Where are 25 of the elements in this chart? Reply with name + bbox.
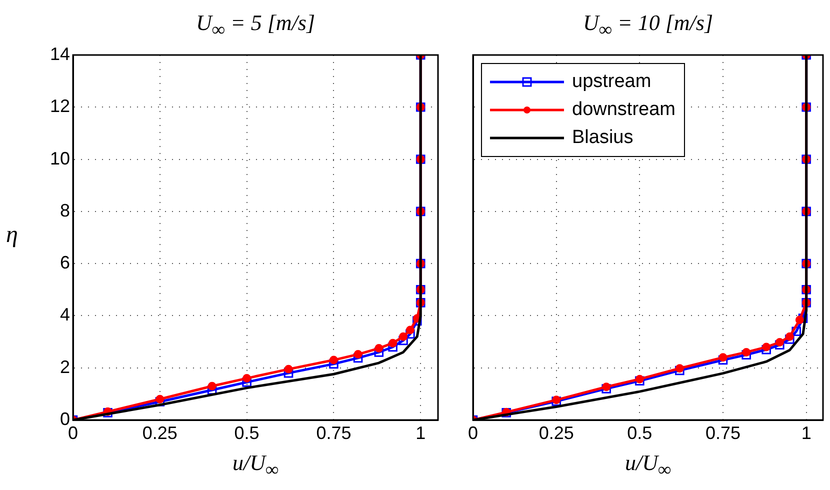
x-tick-label: 1 <box>801 422 812 443</box>
x-tick-label: 1 <box>416 422 426 443</box>
y-tick-label: 6 <box>60 252 70 273</box>
y-tick-label: 12 <box>50 96 70 116</box>
y-tick-label: 4 <box>60 304 70 325</box>
chart-title: U$_{∞}$ = 10 [m/s] <box>583 10 713 40</box>
x-tick-label: 0.25 <box>142 422 178 443</box>
x-axis-title: u/U$_{∞}$ <box>624 450 672 480</box>
x-axis-title: u/U$_{∞}$ <box>232 450 279 480</box>
y-tick-label: 2 <box>60 356 70 377</box>
chart-title: U$_{∞}$ = 5 [m/s] <box>196 10 315 40</box>
y-tick-label: 14 <box>50 44 70 64</box>
x-tick-label: 0.5 <box>234 422 260 443</box>
y-tick-label: 10 <box>50 148 70 168</box>
legend-label: upstream <box>572 71 652 93</box>
x-tick-label: 0.5 <box>627 422 652 443</box>
x-tick-label: 0 <box>468 422 478 443</box>
legend-label: downstream <box>572 99 676 121</box>
x-tick-label: 0.75 <box>705 422 741 443</box>
legend-label: Blasius <box>572 127 634 149</box>
x-tick-label: 0.25 <box>538 422 574 443</box>
y-axis-title: η <box>6 222 18 248</box>
x-tick-label: 0.75 <box>316 422 352 443</box>
y-tick-label: 8 <box>60 200 70 220</box>
y-tick-label: 0 <box>60 408 70 429</box>
